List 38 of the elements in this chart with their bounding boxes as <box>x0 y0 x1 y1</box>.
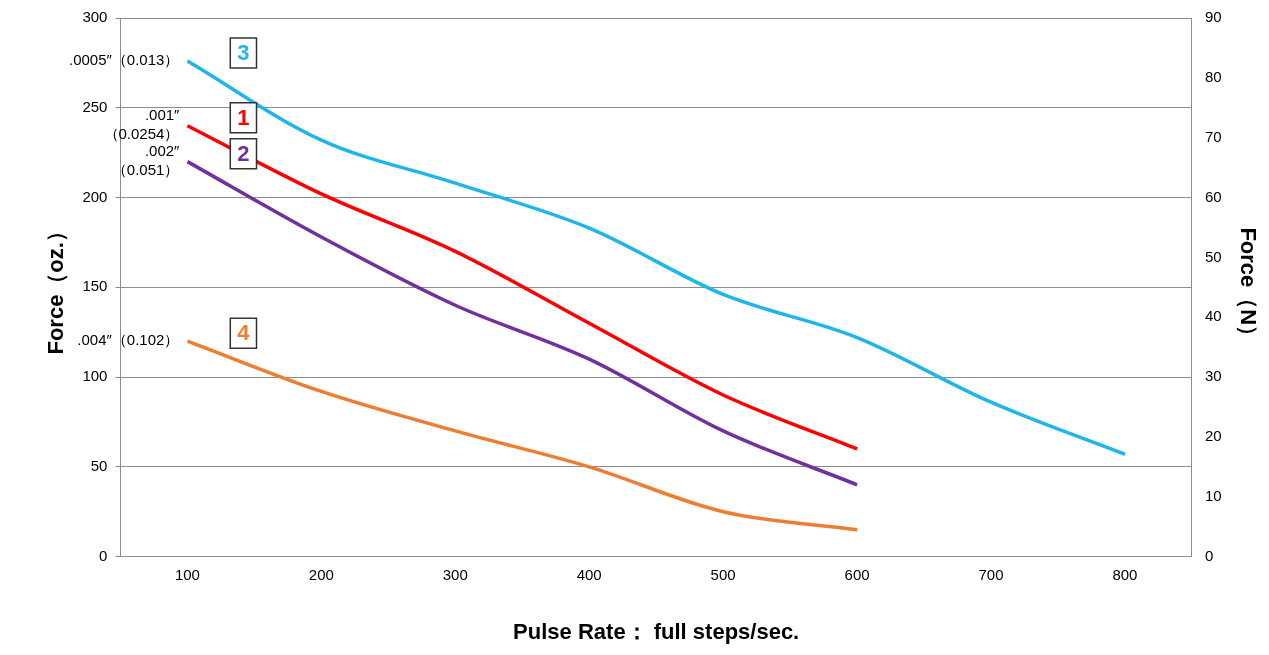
series-label: 1 <box>237 104 250 130</box>
y2-tick-label: 80 <box>1204 67 1222 85</box>
line-series <box>185 59 1127 457</box>
line-series <box>185 339 859 532</box>
x-tick-label: 100 <box>174 565 200 583</box>
y-tick-label: 100 <box>82 367 108 385</box>
y-tick-label: 0 <box>99 546 108 564</box>
x-tick-label: 600 <box>844 565 870 583</box>
annotation: .0005″（0.013） <box>69 51 180 69</box>
y2-tick-label: 60 <box>1204 187 1222 205</box>
series-label: 2 <box>237 140 250 166</box>
y2-tick-label: 70 <box>1204 127 1222 145</box>
y2-tick-label: 0 <box>1204 546 1214 564</box>
y2-tick-label: 50 <box>1204 247 1222 265</box>
series-label: 4 <box>237 320 251 346</box>
y2-tick-label: 10 <box>1204 486 1222 504</box>
x-tick-label: 500 <box>710 565 736 583</box>
annotation: .004″（0.102） <box>77 331 180 349</box>
y2-tick-label: 40 <box>1204 307 1222 325</box>
x-tick-label: 800 <box>1112 565 1138 583</box>
y-tick-label: 300 <box>82 8 108 26</box>
x-tick-label: 200 <box>308 565 334 583</box>
line-series <box>185 159 859 487</box>
x-tick-label: 400 <box>576 565 602 583</box>
y2-tick-label: 90 <box>1204 8 1222 26</box>
y-tick-label: 200 <box>82 187 108 205</box>
annotation: .002″ （0.051） <box>111 142 181 179</box>
line-series <box>185 123 859 451</box>
y2-tick-label: 20 <box>1204 427 1222 445</box>
x-tick-label: 300 <box>442 565 468 583</box>
y2-tick-label: 30 <box>1204 367 1222 385</box>
y-axis-title: Force（oz.） <box>43 220 69 355</box>
x-axis-title: Pulse Rate： full steps/sec. <box>513 618 800 644</box>
y-tick-label: 150 <box>82 277 108 295</box>
y-tick-label: 50 <box>90 456 108 474</box>
x-tick-label: 700 <box>978 565 1004 583</box>
series-label: 3 <box>237 40 250 66</box>
y2-axis-title: Force（N） <box>1235 227 1261 348</box>
